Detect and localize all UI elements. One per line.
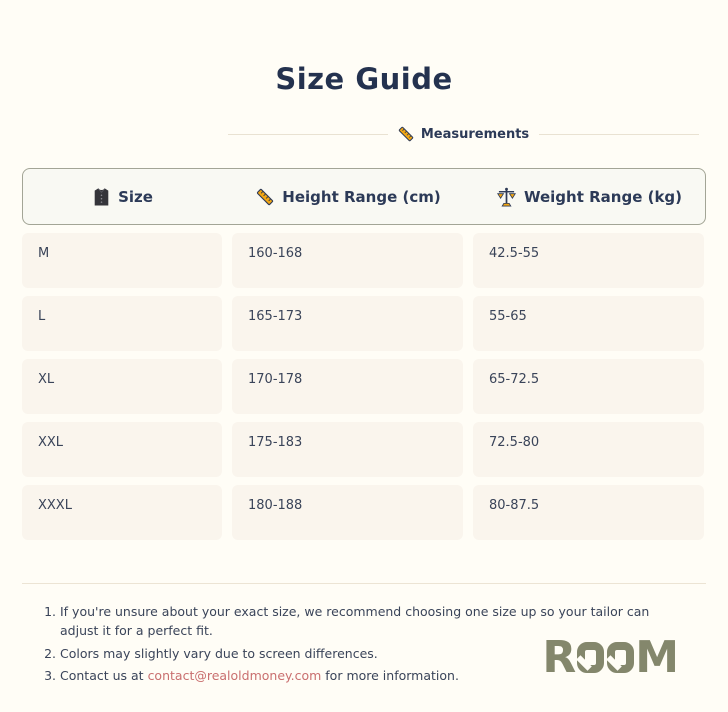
size-cell: XXXL <box>22 485 222 540</box>
height-cell: 160-168 <box>232 233 463 288</box>
size-table-body: M 160-168 42.5-55 L 165-173 55-65 XL 170… <box>22 233 706 540</box>
size-cell: L <box>22 296 222 351</box>
column-header-size-label: Size <box>118 187 153 206</box>
weight-cell: 42.5-55 <box>473 233 704 288</box>
note-contact-suffix: for more information. <box>321 668 459 684</box>
weight-cell: 72.5-80 <box>473 422 704 477</box>
size-table-header: Size Height Range (cm) <box>22 168 706 225</box>
measurements-label: Measurements <box>388 126 539 142</box>
contact-email-link[interactable]: contact@realoldmoney.com <box>147 668 322 684</box>
footer-divider <box>22 583 706 584</box>
measurements-divider: Measurements <box>228 126 700 142</box>
logo-letter-m: M <box>635 632 679 683</box>
note-contact-prefix: Contact us at <box>60 668 148 684</box>
column-header-height-label: Height Range (cm) <box>282 187 441 206</box>
logo-letter-r: R <box>542 632 576 683</box>
ruler-icon <box>256 188 274 206</box>
column-header-weight: Weight Range (kg) <box>474 187 705 207</box>
logo-o-glyph <box>607 642 635 673</box>
column-header-height: Height Range (cm) <box>233 188 464 206</box>
size-cell: M <box>22 233 222 288</box>
shirt-icon <box>93 187 110 207</box>
page-title: Size Guide <box>275 62 453 96</box>
note-sizing: If you're unsure about your exact size, … <box>60 602 677 641</box>
weight-cell: 80-87.5 <box>473 485 704 540</box>
column-header-weight-label: Weight Range (kg) <box>523 187 683 206</box>
column-header-size: Size <box>23 187 223 207</box>
footer-notes: If you're unsure about your exact size, … <box>22 602 677 686</box>
ruler-icon <box>398 126 414 142</box>
height-cell: 165-173 <box>232 296 463 351</box>
logo-o-glyph <box>577 642 605 673</box>
size-guide-page: Size Guide Measurements <box>0 0 728 686</box>
scale-icon <box>496 187 516 207</box>
divider-line-left <box>228 133 388 135</box>
note-contact: Contact us at contact@realoldmoney.com f… <box>60 666 677 685</box>
size-cell: XXL <box>22 422 222 477</box>
height-cell: 170-178 <box>232 359 463 414</box>
room-brand-logo: R M <box>542 632 679 683</box>
divider-line-right <box>539 133 700 135</box>
size-cell: XL <box>22 359 222 414</box>
note-colors: Colors may slightly vary due to screen d… <box>60 644 677 663</box>
height-cell: 180-188 <box>232 485 463 540</box>
weight-cell: 55-65 <box>473 296 704 351</box>
measurements-label-text: Measurements <box>420 126 530 142</box>
weight-cell: 65-72.5 <box>473 359 704 414</box>
height-cell: 175-183 <box>232 422 463 477</box>
